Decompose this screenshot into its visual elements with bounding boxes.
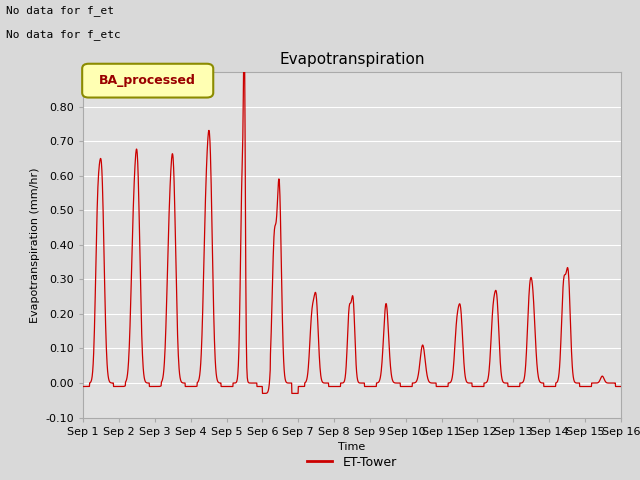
Text: No data for f_et: No data for f_et: [6, 5, 115, 16]
Legend: ET-Tower: ET-Tower: [302, 451, 402, 474]
Text: BA_processed: BA_processed: [99, 74, 196, 87]
X-axis label: Time: Time: [339, 442, 365, 452]
Text: No data for f_etc: No data for f_etc: [6, 29, 121, 40]
Title: Evapotranspiration: Evapotranspiration: [279, 52, 425, 67]
Y-axis label: Evapotranspiration (mm/hr): Evapotranspiration (mm/hr): [30, 167, 40, 323]
